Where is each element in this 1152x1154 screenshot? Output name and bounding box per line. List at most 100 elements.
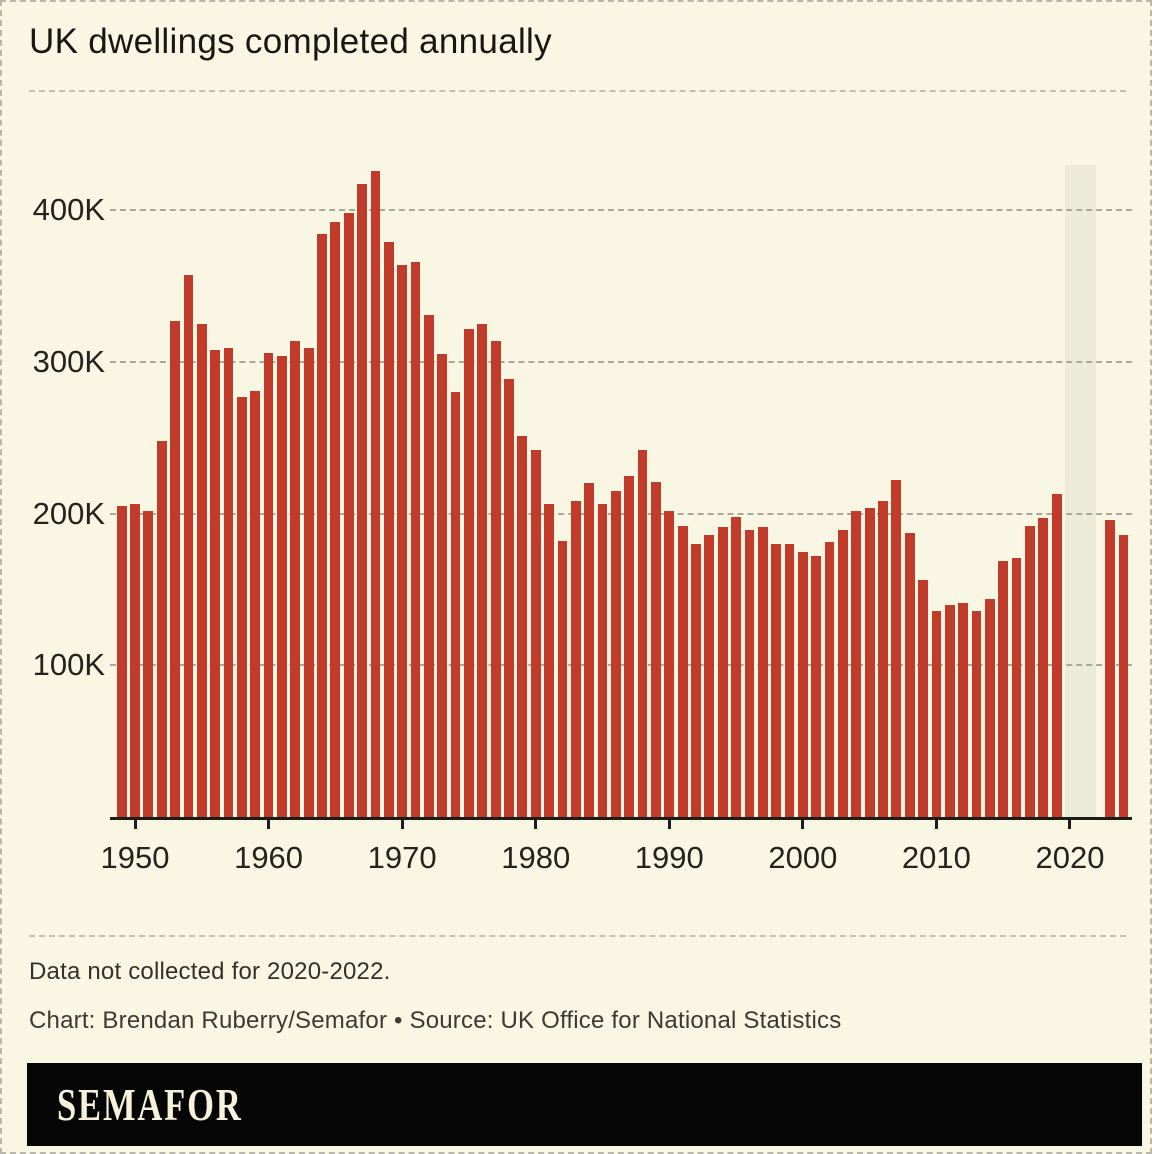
bar-2000 — [797, 551, 808, 817]
y-axis-label-300K: 300K — [32, 343, 105, 379]
x-tick-1970 — [400, 820, 404, 829]
bar-2015 — [998, 560, 1009, 817]
x-axis-line — [110, 817, 1132, 820]
bar-1969 — [383, 242, 394, 817]
bar-1995 — [731, 516, 741, 817]
bar-2016 — [1011, 557, 1022, 817]
bar-2010 — [931, 610, 942, 817]
bar-2011 — [944, 604, 955, 817]
bar-1963 — [303, 348, 314, 817]
bar-2003 — [838, 530, 848, 817]
bar-1957 — [223, 348, 234, 817]
bar-1950 — [130, 504, 140, 817]
bar-1966 — [343, 213, 354, 817]
bar-2018 — [1038, 518, 1049, 817]
x-tick-label-1980: 1980 — [501, 840, 571, 875]
x-tick-2010 — [934, 820, 938, 829]
x-tick-1960 — [267, 820, 271, 829]
bar-1987 — [624, 475, 635, 817]
bar-2006 — [878, 501, 888, 817]
bar-1964 — [317, 234, 327, 817]
x-tick-label-2020: 2020 — [1035, 840, 1105, 875]
gridline-100K — [110, 664, 1132, 667]
bar-1960 — [263, 352, 274, 817]
bar-1970 — [397, 264, 408, 817]
gridline-400K — [110, 209, 1132, 212]
semafor-logo-text: SEMAFOR — [57, 1079, 243, 1130]
bar-1951 — [143, 510, 154, 817]
bar-1982 — [557, 540, 568, 817]
bar-1996 — [744, 530, 755, 817]
bar-2004 — [851, 510, 862, 817]
bar-1983 — [570, 501, 581, 817]
bar-1992 — [691, 543, 701, 817]
bar-1990 — [664, 510, 675, 817]
bar-1967 — [357, 184, 367, 817]
footer-note: Data not collected for 2020-2022. — [29, 958, 391, 985]
missing-data-band — [1064, 164, 1096, 817]
x-tick-label-1960: 1960 — [234, 840, 304, 875]
bar-1955 — [196, 323, 207, 817]
bar-1959 — [250, 390, 261, 817]
bar-1974 — [450, 392, 461, 817]
x-tick-label-1950: 1950 — [100, 840, 170, 875]
bar-2012 — [958, 603, 969, 817]
bar-1988 — [637, 449, 648, 817]
bar-2005 — [864, 507, 875, 817]
bar-1952 — [156, 440, 167, 817]
x-tick-label-2010: 2010 — [901, 840, 971, 875]
bar-1971 — [410, 261, 421, 817]
y-axis-label-400K: 400K — [32, 192, 105, 228]
bar-2009 — [918, 580, 928, 817]
x-tick-1980 — [534, 820, 538, 829]
bar-2007 — [891, 480, 902, 817]
bar-1962 — [290, 340, 301, 817]
bar-1984 — [584, 483, 595, 817]
bar-1978 — [504, 378, 514, 817]
x-tick-1990 — [667, 820, 671, 829]
x-tick-2020 — [1068, 820, 1072, 829]
bar-2017 — [1025, 525, 1035, 817]
bar-1994 — [717, 527, 728, 817]
title-divider — [29, 90, 1126, 92]
bar-1958 — [236, 396, 247, 817]
bar-1965 — [330, 222, 341, 817]
bar-1986 — [610, 490, 621, 817]
footer-divider — [29, 935, 1126, 937]
bar-2013 — [971, 610, 982, 817]
bar-1949 — [116, 506, 127, 817]
bar-2002 — [824, 542, 835, 817]
bar-1972 — [423, 314, 434, 817]
semafor-logo-bar: SEMAFOR — [27, 1063, 1142, 1146]
bar-1953 — [170, 320, 180, 817]
bar-1977 — [490, 340, 501, 817]
bar-1993 — [704, 534, 715, 817]
x-tick-label-1970: 1970 — [367, 840, 437, 875]
bar-1973 — [437, 354, 448, 817]
bar-2019 — [1051, 493, 1062, 817]
bar-1998 — [771, 543, 782, 817]
bar-1976 — [477, 323, 488, 817]
bar-1989 — [651, 481, 661, 817]
bar-1968 — [370, 170, 381, 817]
bar-2024 — [1118, 534, 1129, 817]
bar-2001 — [811, 556, 822, 817]
bar-1985 — [597, 504, 608, 817]
x-tick-2000 — [801, 820, 805, 829]
bar-1961 — [277, 355, 287, 817]
y-axis-label-200K: 200K — [32, 495, 105, 531]
gridline-200K — [110, 512, 1132, 515]
bar-1975 — [464, 328, 474, 817]
bar-2008 — [904, 533, 915, 817]
bar-1999 — [784, 543, 795, 817]
x-tick-1950 — [133, 820, 137, 829]
bar-2014 — [984, 598, 995, 817]
gridline-300K — [110, 360, 1132, 363]
bar-1997 — [757, 527, 768, 817]
bar-1954 — [183, 275, 194, 817]
bar-1980 — [530, 449, 541, 817]
y-axis-label-100K: 100K — [32, 647, 105, 683]
footer-credit: Chart: Brendan Ruberry/Semafor • Source:… — [29, 1007, 842, 1034]
